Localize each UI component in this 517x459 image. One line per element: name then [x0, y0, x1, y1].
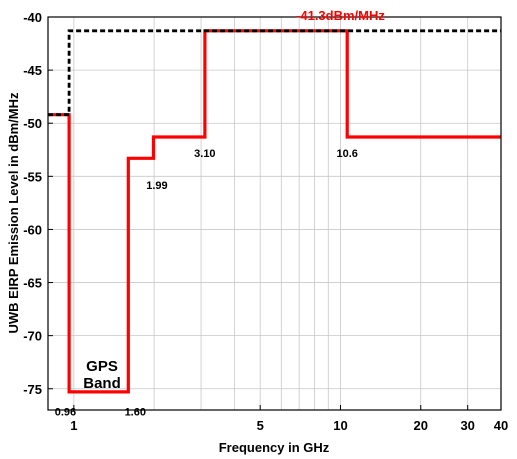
limit-label: -41.3dBm/MHz [296, 8, 385, 23]
x-tick-label: 10 [333, 418, 347, 433]
series-line-dashed [48, 29, 501, 117]
plot-frame [47, 16, 502, 411]
series-line-solid [48, 29, 501, 394]
y-tick-label: -45 [23, 63, 42, 78]
x-axis-label: Frequency in GHz [219, 440, 330, 455]
gps-band-label-line1: GPS [86, 358, 118, 375]
y-tick-label: -60 [23, 222, 42, 237]
gps-band-label-line2: Band [83, 375, 121, 392]
y-axis-label: UWB EIRP Emission Level in dBm/MHz [6, 92, 21, 334]
y-tick-label: -70 [23, 329, 42, 344]
y-tick-label: -55 [23, 169, 42, 184]
x-tick-label: 1 [70, 418, 77, 433]
x-tick-label: 30 [460, 418, 474, 433]
y-tick-label: -50 [23, 116, 42, 131]
x-tick-label: 40 [494, 418, 508, 433]
y-tick-label: -65 [23, 276, 42, 291]
frequency-annotation: 1.60 [125, 406, 146, 418]
frequency-annotation: 0.96 [55, 406, 76, 418]
x-tick-label: 5 [257, 418, 264, 433]
y-tick-label: -40 [23, 10, 42, 25]
frequency-annotation: 10.6 [337, 148, 358, 160]
frequency-annotation: 1.99 [146, 180, 167, 192]
plot-background [48, 17, 501, 410]
x-tick-label: 20 [414, 418, 428, 433]
series-layer [48, 29, 501, 394]
y-axis-ticks: -40 -45 -50 -55 -60 -65 -70 -75 [23, 10, 53, 397]
annotations: -41.3dBm/MHz 0.96 1.60 1.99 3.10 10.6 [55, 8, 386, 418]
frequency-annotation: 3.10 [194, 148, 215, 160]
y-tick-label: -75 [23, 382, 42, 397]
x-axis-ticks: 1 5 10 20 30 40 [70, 405, 508, 433]
